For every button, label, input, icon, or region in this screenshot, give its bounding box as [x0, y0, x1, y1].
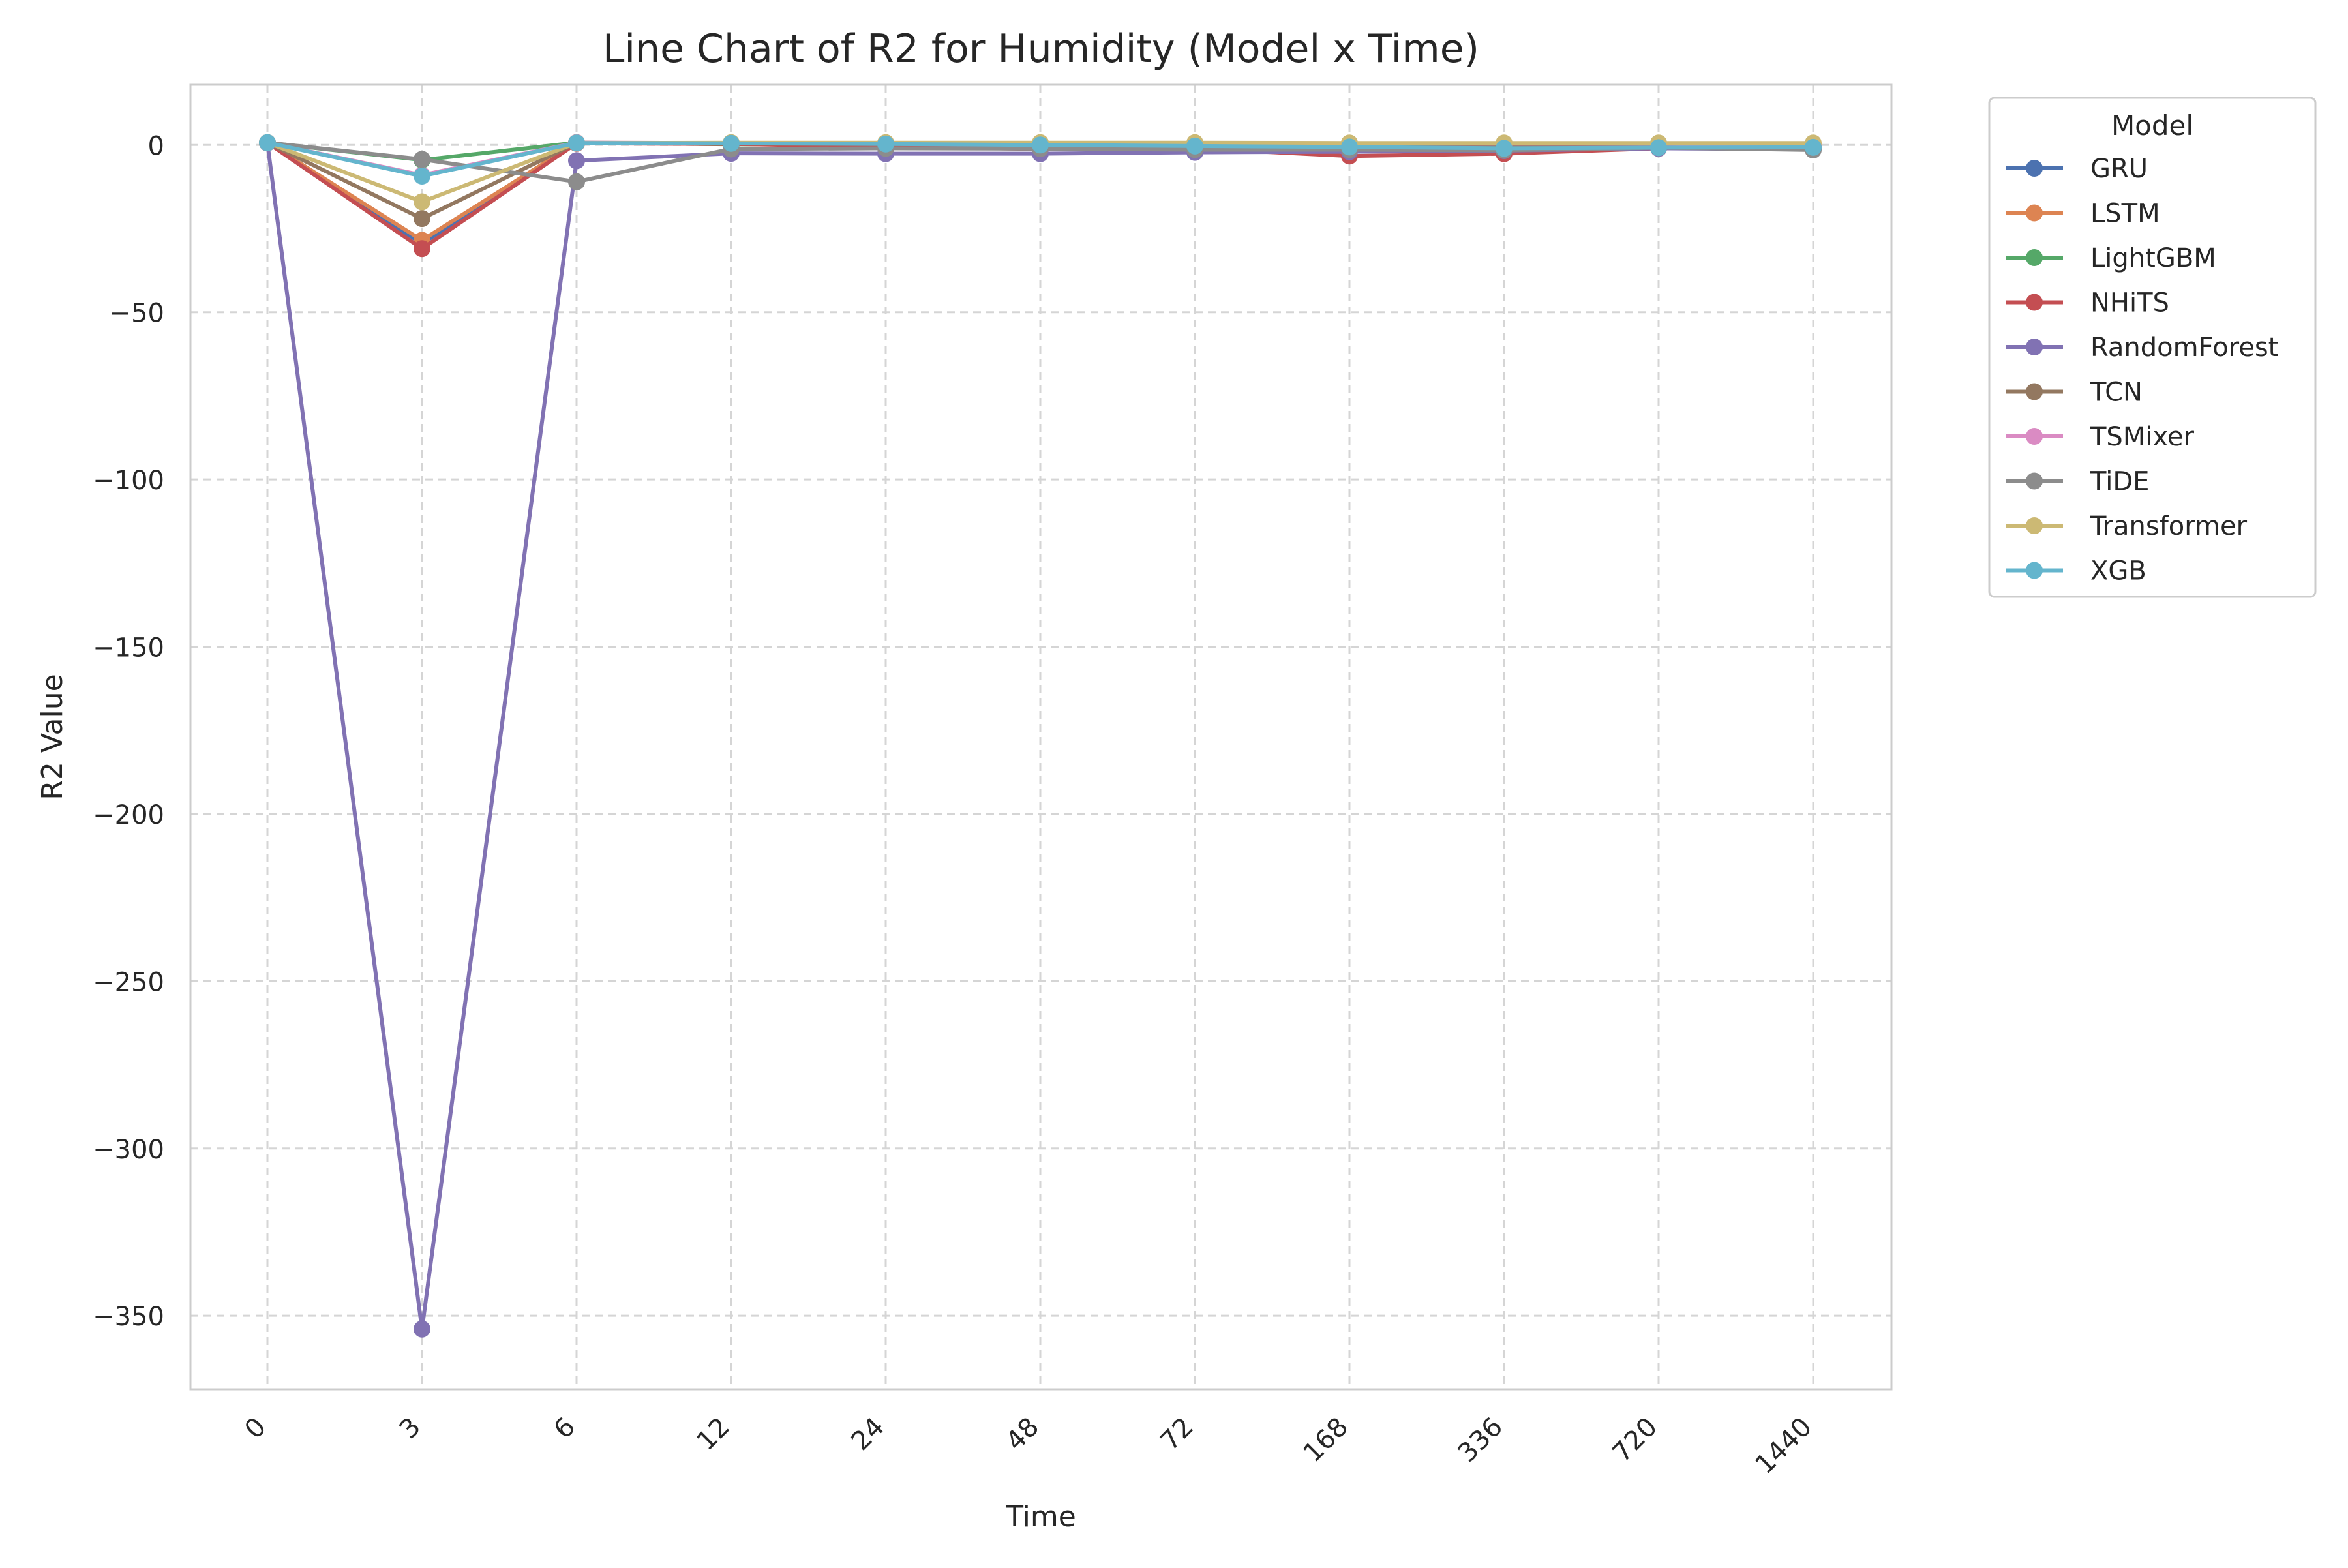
legend-entry-gru: GRU [2006, 154, 2148, 184]
legend-label: TSMixer [2090, 422, 2195, 452]
legend-label: LSTM [2090, 199, 2160, 229]
legend-title: Model [2111, 110, 2193, 142]
legend-swatch-marker [2026, 294, 2043, 311]
data-point [414, 193, 430, 211]
y-tick-label: −50 [110, 299, 164, 329]
legend-label: Transformer [2090, 511, 2248, 541]
y-tick-labels: 0 −50 −100 −150 −200 −250 −300 −350 [93, 131, 164, 1332]
legend-entry-randomforest: RandomForest [2006, 333, 2278, 363]
data-point [568, 173, 585, 190]
legend-entry-nhits: NHiTS [2006, 288, 2169, 318]
legend-label: TiDE [2090, 467, 2149, 497]
data-point [568, 134, 585, 152]
legend-entry-lightgbm: LightGBM [2006, 243, 2216, 273]
data-point [414, 1320, 430, 1338]
series-layer [259, 134, 1822, 1338]
legend-entries: GRU LSTM LightGBM NHiTS RandomForest TCN TSMix… [2006, 154, 2278, 586]
data-point [1496, 140, 1513, 157]
y-tick-label: −300 [93, 1135, 164, 1165]
data-point [877, 135, 894, 153]
data-point [1186, 137, 1203, 155]
y-tick-label: −200 [93, 800, 164, 830]
legend-swatch-marker [2026, 383, 2043, 400]
x-axis-label: Time [1005, 1500, 1076, 1533]
chart-title: Line Chart of R2 for Humidity (Model x T… [603, 26, 1479, 72]
legend-label: LightGBM [2090, 243, 2216, 273]
legend-label: XGB [2090, 556, 2146, 586]
legend-swatch-marker [2026, 562, 2043, 579]
y-tick-label: −250 [93, 967, 164, 997]
data-point [414, 151, 430, 168]
legend-entry-tcn: TCN [2006, 378, 2143, 408]
legend-box [1988, 97, 2317, 598]
legend-label: RandomForest [2090, 333, 2278, 363]
legend-entry-tide: TiDE [2006, 467, 2149, 497]
legend-label: NHiTS [2090, 288, 2169, 318]
y-tick-label: −350 [93, 1302, 164, 1332]
series-xgb [259, 134, 1822, 185]
data-point [1805, 138, 1822, 156]
legend-entry-xgb: XGB [2006, 556, 2146, 586]
legend: Model GRU LSTM LightGBM NHiTS RandomForest TC… [1988, 97, 2317, 598]
data-point [1650, 139, 1667, 157]
legend-swatch-marker [2026, 339, 2043, 355]
legend-entry-tsmixer: TSMixer [2006, 422, 2195, 452]
legend-label: GRU [2090, 154, 2148, 184]
data-point [1341, 138, 1358, 156]
legend-entry-transformer: Transformer [2006, 511, 2248, 541]
legend-swatch-marker [2026, 517, 2043, 534]
y-tick-label: −150 [93, 633, 164, 663]
legend-entry-lstm: LSTM [2006, 199, 2160, 229]
legend-swatch-marker [2026, 249, 2043, 266]
y-axis-label: R2 Value [36, 674, 69, 800]
data-point [414, 240, 430, 258]
legend-label: TCN [2090, 378, 2143, 408]
plot-frame [189, 83, 1893, 1391]
data-point [1032, 136, 1049, 154]
data-point [414, 210, 430, 228]
legend-swatch-marker [2026, 204, 2043, 222]
data-point [259, 134, 276, 151]
legend-swatch-marker [2026, 472, 2043, 490]
y-tick-label: −100 [93, 466, 164, 496]
data-point [568, 152, 585, 170]
legend-swatch-marker [2026, 428, 2043, 445]
legend-swatch-marker [2026, 160, 2043, 177]
y-tick-label: 0 [148, 131, 164, 161]
data-point [414, 168, 430, 185]
data-point [723, 134, 740, 152]
